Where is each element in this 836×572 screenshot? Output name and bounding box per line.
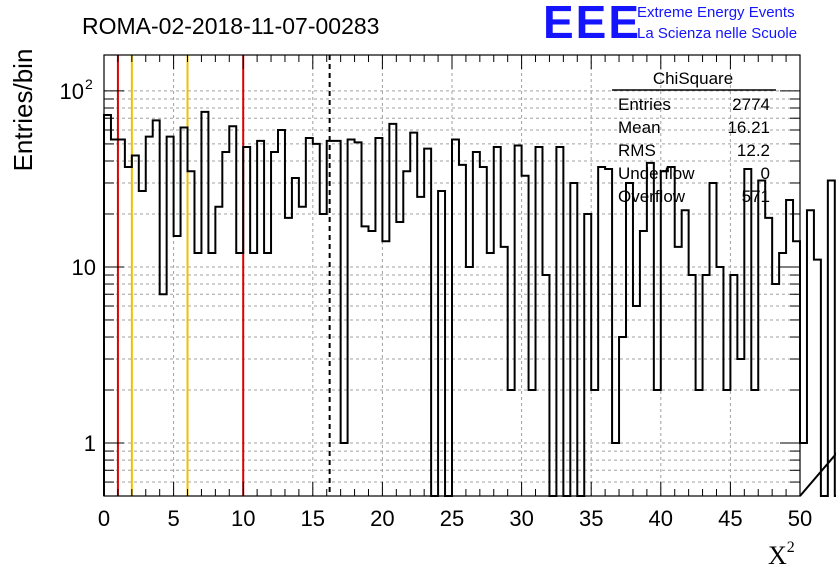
y-tick-label: 10 [60,79,84,104]
x-tick-label: 45 [718,506,742,531]
y-tick-label: 10 [72,255,96,280]
logo-line-1: Extreme Energy Events [637,4,795,21]
stats-row-value: 16.21 [727,118,770,137]
y-tick-label: 1 [84,431,96,456]
stats-row-value: 12.2 [737,141,770,160]
stats-row-label: Underflow [618,164,695,183]
y-tick-label-exponent: 2 [85,76,93,92]
x-axis-label-base: X [768,541,787,570]
stats-row-value: 0 [761,164,770,183]
threshold-lines [116,55,331,496]
histogram-series [103,110,836,497]
x-axis-label: X2 [768,539,795,570]
eee-logo-letters: EEE [543,0,641,48]
stats-row-label: Mean [618,118,661,137]
stats-title: ChiSquare [653,69,733,88]
histogram-step-line [103,110,836,497]
x-tick-label: 20 [370,506,394,531]
stats-box: ChiSquare Entries 2774 Mean 16.21 RMS 12.2 Und… [612,69,776,206]
chart-title: ROMA-02-2018-11-07-00283 [82,13,379,39]
x-tick-label: 25 [440,506,464,531]
x-tick-label: 0 [98,506,110,531]
axes [103,54,801,497]
stats-row-value: 571 [742,187,770,206]
stats-row-label: Entries [618,95,671,114]
x-tick-label: 15 [301,506,325,531]
eee-logo: EEE Extreme Energy Events La Scienza nel… [543,0,797,48]
x-axis-label-sup: 2 [787,539,795,556]
x-tick-label: 50 [788,506,812,531]
x-tick-label: 5 [167,506,179,531]
logo-line-2: La Scienza nelle Scuole [637,25,797,42]
x-tick-label: 10 [231,506,255,531]
stats-row-label: Overflow [618,187,686,206]
stats-row-value: 2774 [732,95,770,114]
y-axis-label: Entries/bin [8,49,38,172]
stats-row-label: RMS [618,141,656,160]
x-tick-label: 35 [579,506,603,531]
x-tick-label: 40 [649,506,673,531]
stats-rows: Entries 2774 Mean 16.21 RMS 12.2 Underflow 0 Ove… [618,95,770,206]
x-tick-label: 30 [509,506,533,531]
